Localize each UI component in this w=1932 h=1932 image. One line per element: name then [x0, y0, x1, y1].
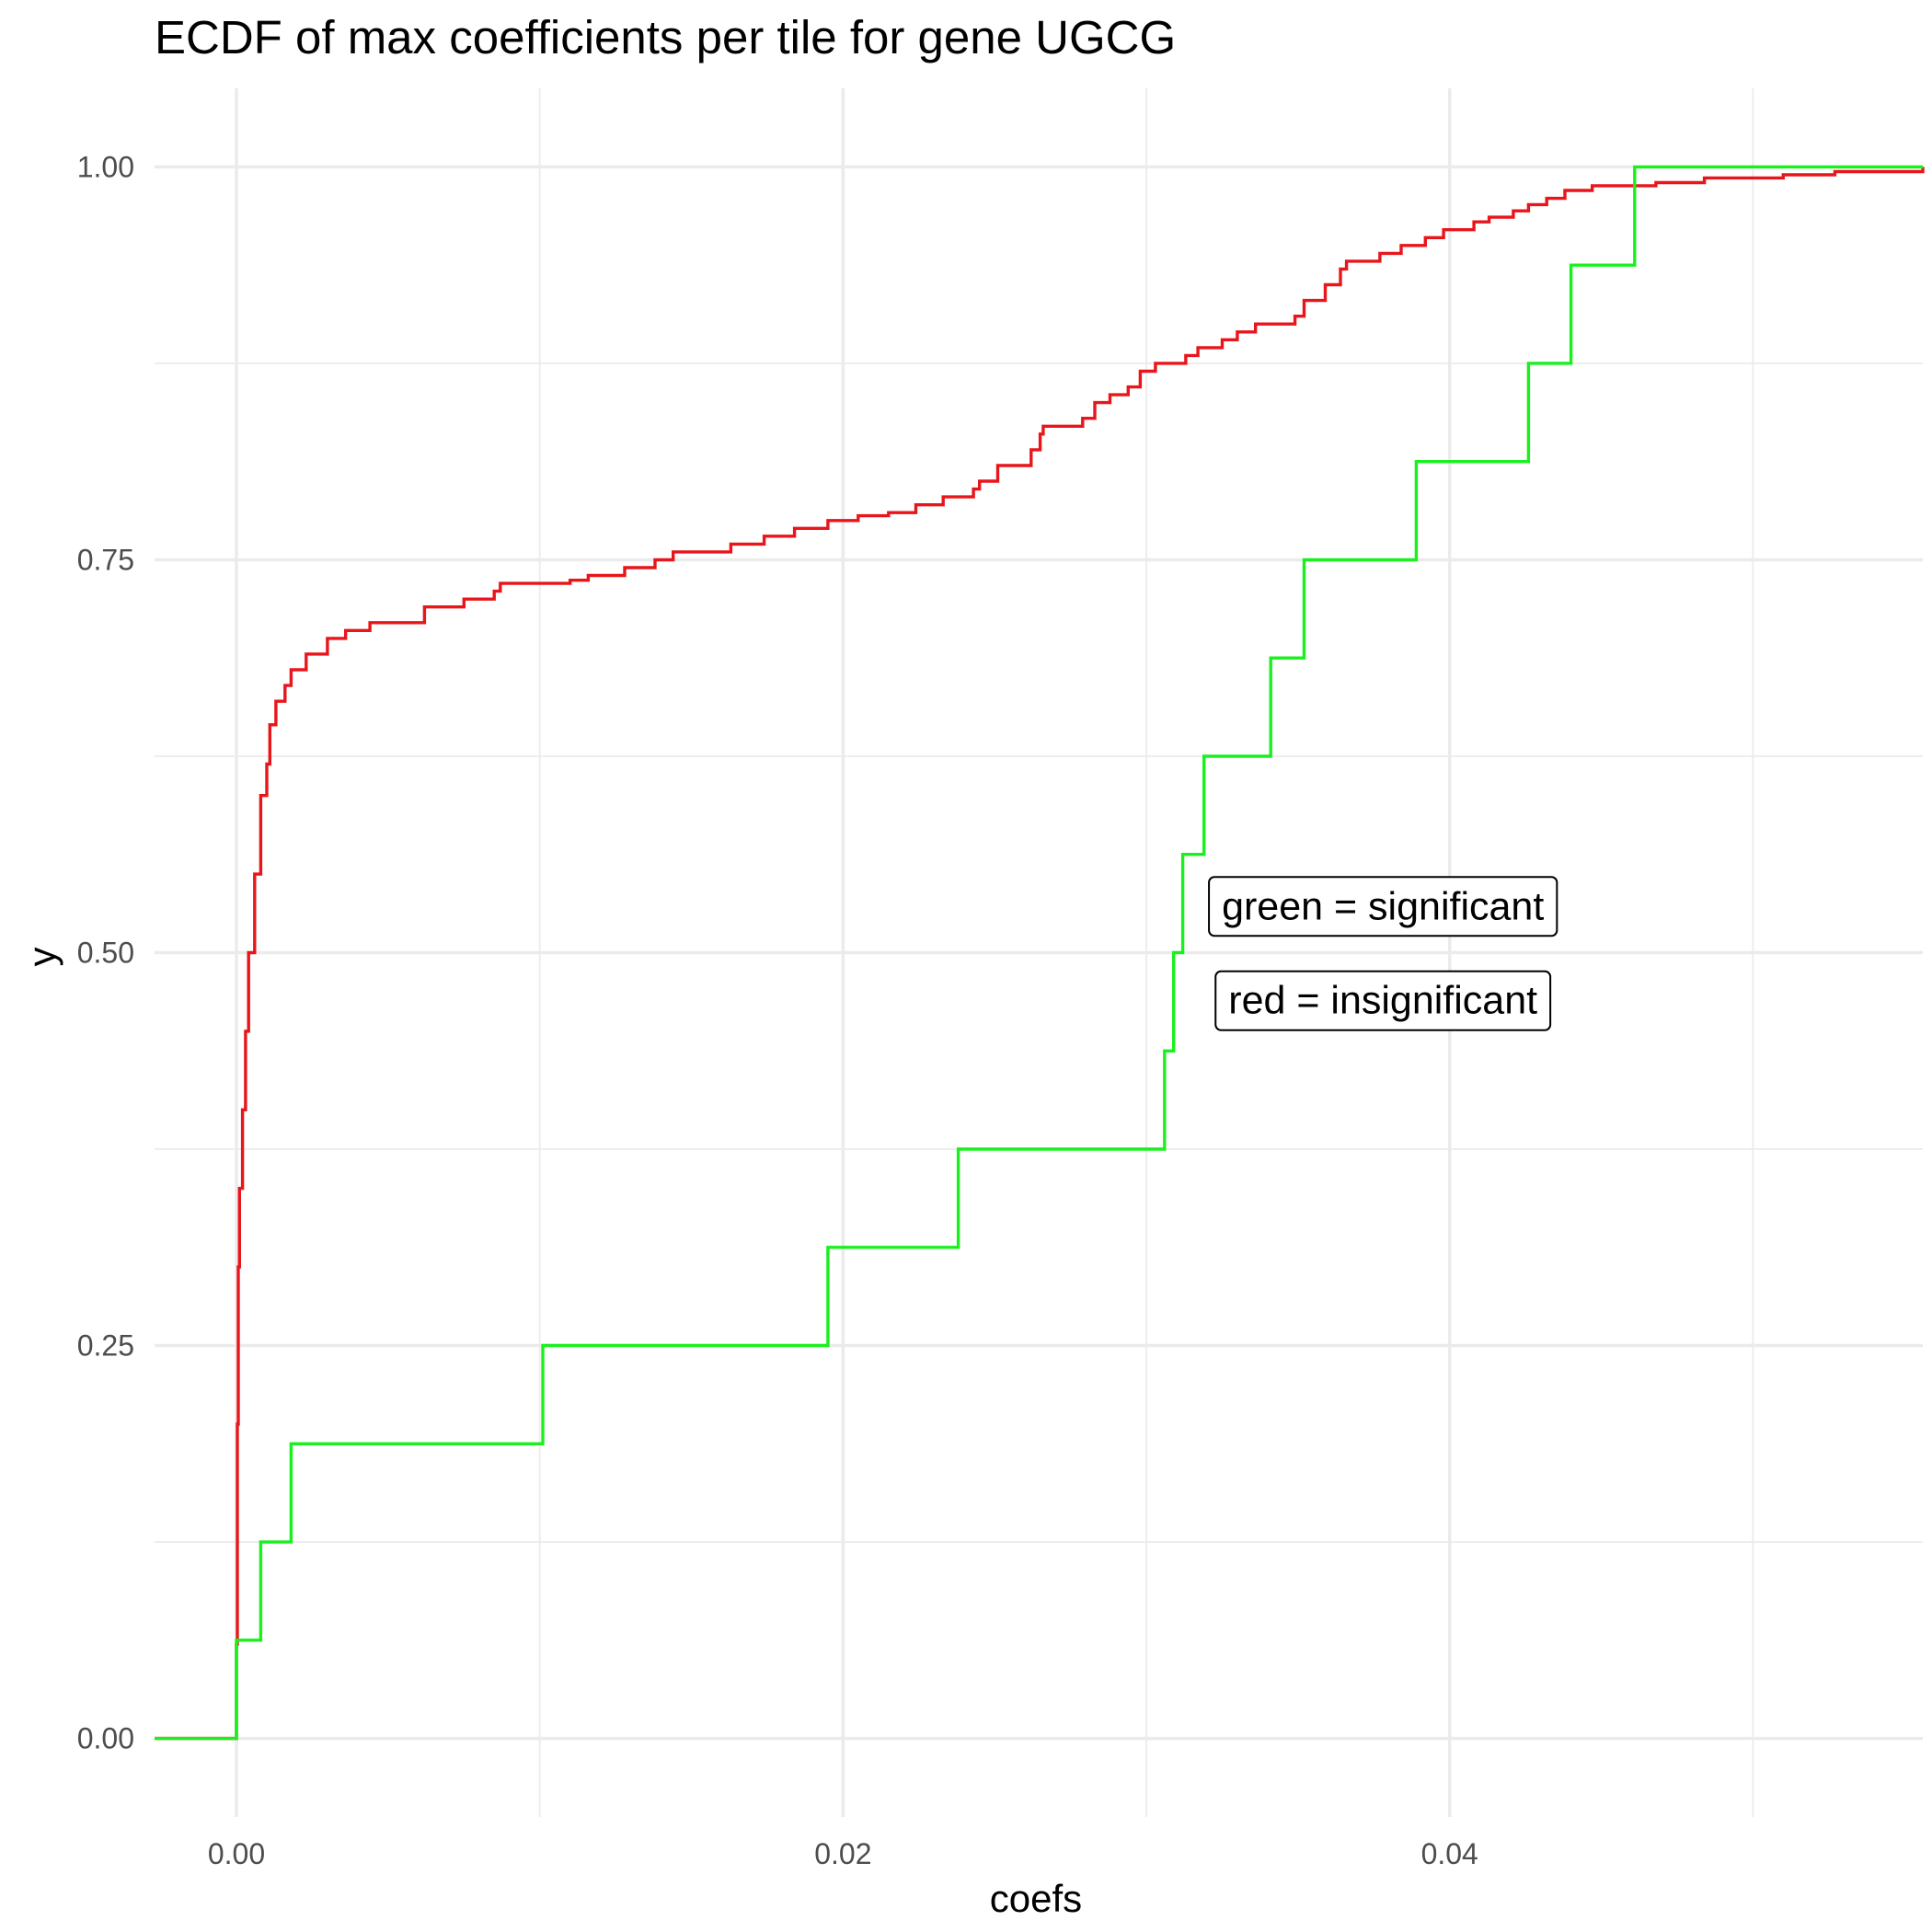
- series-green-line: [155, 165, 1923, 1741]
- annotation-label: red = insignificant: [1214, 970, 1552, 1031]
- y-tick-label: 0.25: [77, 1329, 134, 1363]
- annotation-box: [1208, 876, 1558, 937]
- x-tick-label: 0.04: [1421, 1837, 1478, 1870]
- annotation-text: green = significant: [1222, 884, 1544, 928]
- tick-labels: 0.00 0.02 0.04 0.00 0.25 0.50 0.75 1.00: [77, 150, 1478, 1870]
- annotation-label: green = significant: [1208, 876, 1558, 937]
- x-tick-label: 0.02: [814, 1837, 871, 1870]
- y-axis-title: y: [20, 948, 63, 967]
- y-tick-label: 1.00: [77, 150, 134, 183]
- x-tick-label: 0.00: [208, 1837, 265, 1870]
- y-tick-label: 0.75: [77, 543, 134, 576]
- grid-lines: [155, 88, 1923, 1817]
- annotation-text: red = insignificant: [1228, 979, 1537, 1023]
- x-axis-title: coefs: [990, 1877, 1082, 1920]
- annotation-box: [1214, 970, 1552, 1031]
- y-tick-label: 0.50: [77, 937, 134, 970]
- series-red-line: [155, 167, 1925, 1741]
- series-layer: [155, 165, 1925, 1741]
- chart-title: ECDF of max coefficients per tile for ge…: [155, 11, 1176, 63]
- annotations: green = significant red = insignificant: [1208, 876, 1558, 1031]
- y-tick-label: 0.00: [77, 1722, 134, 1755]
